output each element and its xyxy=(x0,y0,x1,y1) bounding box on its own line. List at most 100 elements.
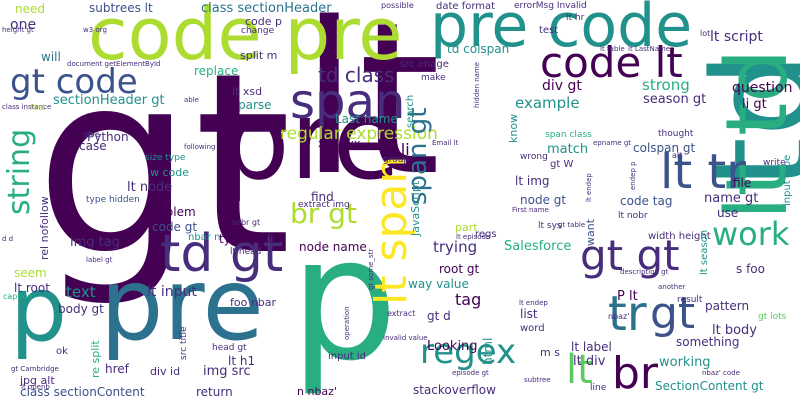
cloud-word-lt-openb: lt openb xyxy=(21,383,50,391)
cloud-word-possible: possible xyxy=(381,1,414,10)
cloud-word-rel-nofollow-vertical: rel nofollow xyxy=(38,196,51,260)
cloud-word-replace: replace xyxy=(194,64,239,78)
cloud-word-use: use xyxy=(717,206,739,220)
cloud-word-jpg-alt: jpg alt xyxy=(20,374,55,387)
cloud-word-lt-h1: lt h1 xyxy=(228,354,256,368)
cloud-word-split-m: split m xyxy=(240,49,278,62)
cloud-word-parse: parse xyxy=(238,98,272,112)
cloud-word-file: file xyxy=(733,176,752,190)
cloud-word-gt-table: gt table xyxy=(558,221,586,229)
cloud-word-lt-root: lt root xyxy=(14,281,50,295)
cloud-word-hidden-name-vertical: hidden name xyxy=(473,61,481,108)
cloud-word-name-gt: name gt xyxy=(704,191,759,206)
cloud-word-head-gt: head gt xyxy=(212,343,247,353)
cloud-word-m-s: m s xyxy=(540,346,560,359)
cloud-word-size-type: size type xyxy=(145,153,186,163)
cloud-word-lt-node: lt node xyxy=(127,180,173,195)
cloud-word-xxx-xxx: xxx xxx xyxy=(318,137,361,150)
cloud-word-lt-body: lt body xyxy=(712,323,757,338)
cloud-word-lt-sys: lt sys xyxy=(538,221,562,231)
cloud-word-test: test xyxy=(539,25,559,36)
cloud-word-endep-p-vertical: endep p xyxy=(629,161,637,190)
cloud-word-gt-w: gt W xyxy=(550,159,574,170)
cloud-word-give: give xyxy=(83,130,100,139)
cloud-word-type-text: type text xyxy=(219,232,274,246)
cloud-word-lt-head: lt head xyxy=(230,247,262,257)
cloud-word-stackoverflow: stackoverflow xyxy=(413,383,496,397)
cloud-word-lt-endep-vertical: lt endep xyxy=(585,173,593,202)
cloud-word-change: change xyxy=(241,26,275,36)
cloud-word-description-gt: description gt xyxy=(620,268,669,276)
cloud-word-br-gt: br gt xyxy=(290,197,357,230)
cloud-word-lt-endep: lt endep xyxy=(519,299,548,307)
cloud-word-lt-table: lt table xyxy=(600,45,625,53)
cloud-word-li-gt: li gt xyxy=(742,97,767,112)
cloud-word-node-name: node name xyxy=(299,240,367,254)
cloud-word-regex: regex xyxy=(420,332,517,372)
cloud-word-seem: seem xyxy=(14,266,47,280)
cloud-word-regular-expression: regular expression xyxy=(280,124,438,144)
cloud-word-td-class: td class xyxy=(318,63,395,87)
cloud-word-type-hidden: type hidden xyxy=(86,195,140,205)
cloud-word-div-gt: div gt xyxy=(542,78,582,94)
cloud-word-errormsg-invalid: errorMsg Invalid xyxy=(514,1,587,11)
cloud-word-p-lt: P lt xyxy=(617,289,638,304)
cloud-word-href: href xyxy=(105,362,129,376)
cloud-word-lt-large: lt xyxy=(300,0,441,222)
cloud-word-sectionheader-gt: sectionHeader gt xyxy=(53,93,165,108)
cloud-word-operation-vertical: operation xyxy=(343,306,351,340)
cloud-word-nbaz: nbaz' xyxy=(608,312,630,321)
cloud-word-ok: ok xyxy=(56,346,68,357)
cloud-word-re-split-vertical: re split xyxy=(89,340,102,378)
cloud-word-document-getelementbyid: document getElementById xyxy=(67,60,161,68)
cloud-word-w3-org: w3 org xyxy=(83,26,107,34)
cloud-word-string-vertical: string xyxy=(2,128,37,215)
cloud-word-know-vertical: know xyxy=(507,113,520,143)
cloud-word-img-src: img src xyxy=(203,364,251,379)
cloud-word-pre-teal: pre xyxy=(100,246,264,363)
cloud-word-trying: trying xyxy=(433,238,478,256)
cloud-word-extract-img: extract img xyxy=(298,200,350,210)
cloud-word-caption: caption xyxy=(3,292,33,301)
cloud-word-something: something xyxy=(676,335,740,349)
cloud-word-subtree: subtree xyxy=(524,376,551,384)
cloud-word-gt-code: gt code xyxy=(10,62,138,102)
cloud-word-working: working xyxy=(659,355,711,370)
cloud-word-write: write xyxy=(763,158,786,168)
cloud-word-pattern: pattern xyxy=(705,299,750,313)
cloud-word-colspan-gt: colspan gt xyxy=(633,141,696,155)
cloud-word-gt-mid: gt xyxy=(650,288,696,339)
cloud-word-wrong: wrong xyxy=(520,152,548,162)
cloud-word-input-id: input id xyxy=(328,351,367,362)
cloud-word-lt-lastname: lt LastName xyxy=(628,45,671,53)
cloud-word-src-image: src image xyxy=(400,59,449,70)
cloud-word-able: able xyxy=(184,96,199,104)
cloud-word-p-teal: p xyxy=(10,257,68,362)
cloud-word-p-large: p xyxy=(290,201,398,399)
cloud-word-gt-some-str-vertical: gt some_str xyxy=(367,248,375,290)
cloud-word-code-gt: code gt xyxy=(152,220,198,234)
cloud-word-gt-lots: gt lots xyxy=(758,312,787,322)
cloud-word-salesforce: Salesforce xyxy=(504,239,572,254)
cloud-word-tr: tr xyxy=(608,286,647,342)
cloud-word-extract: extract xyxy=(387,309,416,318)
cloud-word-group: group xyxy=(383,155,410,165)
cloud-word-another: another xyxy=(658,283,686,291)
cloud-word-season-gt: season gt xyxy=(643,92,707,107)
cloud-word-make: make xyxy=(421,73,446,83)
cloud-word-div-id: div id xyxy=(150,365,181,378)
cloud-word-lt-green: lt xyxy=(566,347,593,393)
cloud-word-n-nbaz: n nbaz' xyxy=(297,385,337,398)
cloud-word-class-sectioncontent: class sectionContent xyxy=(20,385,145,399)
cloud-word-td-colspan: td colspan xyxy=(447,42,510,56)
cloud-word-regs: regs xyxy=(475,229,497,240)
cloud-word-nobr-gt: nobr gt xyxy=(231,218,261,227)
cloud-word-will: will xyxy=(41,50,61,64)
cloud-word-code-tag: code tag xyxy=(620,194,673,208)
cloud-word-strong: strong xyxy=(642,76,690,94)
cloud-word-thought: thought xyxy=(658,129,694,139)
cloud-word-text: text xyxy=(66,283,96,301)
cloud-word-epname-gt: epname gt xyxy=(593,139,632,147)
cloud-word-s-foo: s foo xyxy=(736,262,765,276)
